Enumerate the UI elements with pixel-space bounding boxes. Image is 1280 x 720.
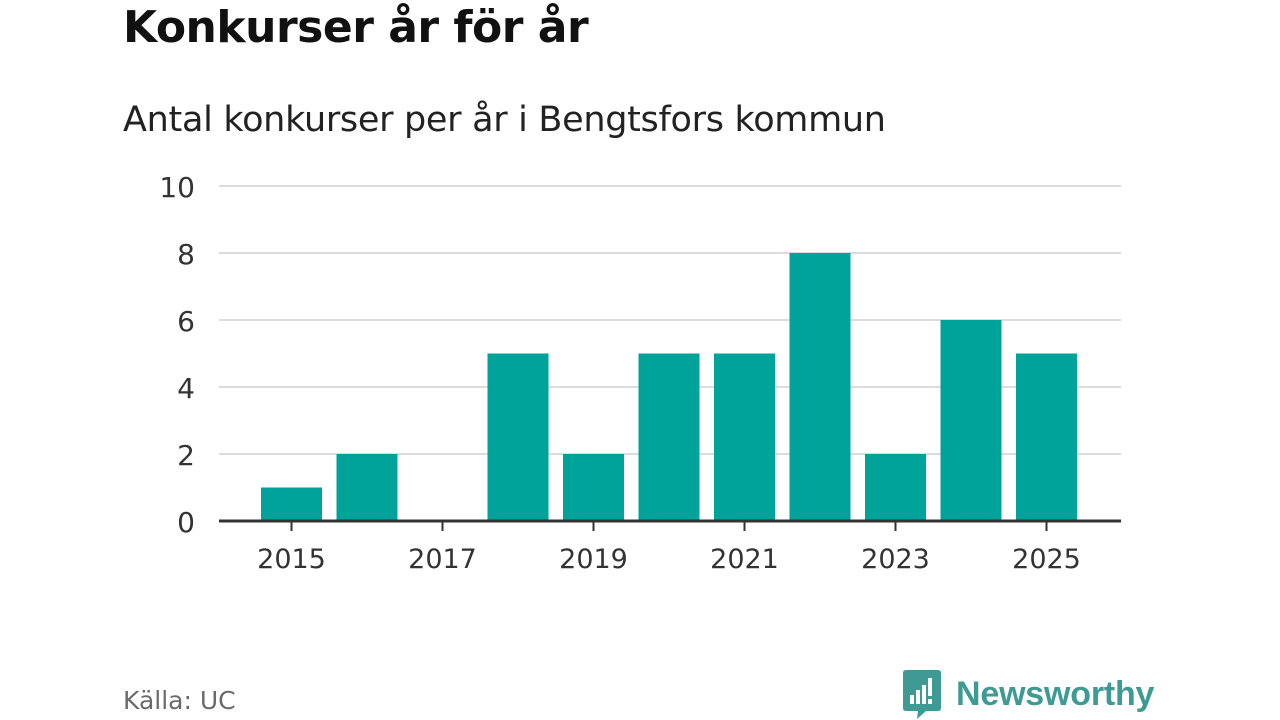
x-tick-label-2021: 2021 [710, 544, 779, 575]
bar-2021 [714, 353, 775, 521]
bar-2018 [487, 353, 549, 521]
bar-2020 [638, 353, 700, 521]
x-tick-label-2023: 2023 [861, 544, 930, 575]
x-tick-labels: 2015 2017 2019 2021 2023 2025 [257, 544, 1081, 575]
brand-logo: Newsworthy [902, 668, 1154, 720]
x-tick-label-2025: 2025 [1012, 544, 1081, 575]
x-tick-label-2019: 2019 [559, 544, 628, 575]
bar-2015 [261, 487, 322, 521]
x-tick-label-2017: 2017 [408, 544, 477, 575]
chart-title: Konkurser år för år [123, 2, 589, 53]
y-tick-label-0: 0 [177, 506, 195, 539]
axes [219, 519, 1121, 531]
brand-name: Newsworthy [956, 674, 1155, 713]
y-tick-label-6: 6 [177, 305, 195, 338]
newsworthy-logo-icon [903, 670, 941, 719]
x-tick-label-2015: 2015 [257, 544, 326, 575]
bar-2024 [940, 320, 1002, 521]
y-tick-labels: 0 2 4 6 8 10 [159, 171, 195, 539]
bar-2016 [336, 454, 398, 521]
y-tick-label-4: 4 [177, 372, 195, 405]
bar-2019 [563, 454, 624, 521]
y-tick-label-8: 8 [177, 238, 195, 271]
y-tick-label-2: 2 [177, 439, 195, 472]
y-tick-label-10: 10 [159, 171, 195, 204]
source-note: Källa: UC [123, 686, 236, 715]
bar-2022 [789, 253, 851, 521]
chart-subtitle: Antal konkurser per år i Bengtsfors komm… [123, 100, 886, 140]
bars [261, 253, 1077, 521]
bar-2023 [865, 454, 926, 521]
bar-2025 [1016, 353, 1077, 521]
